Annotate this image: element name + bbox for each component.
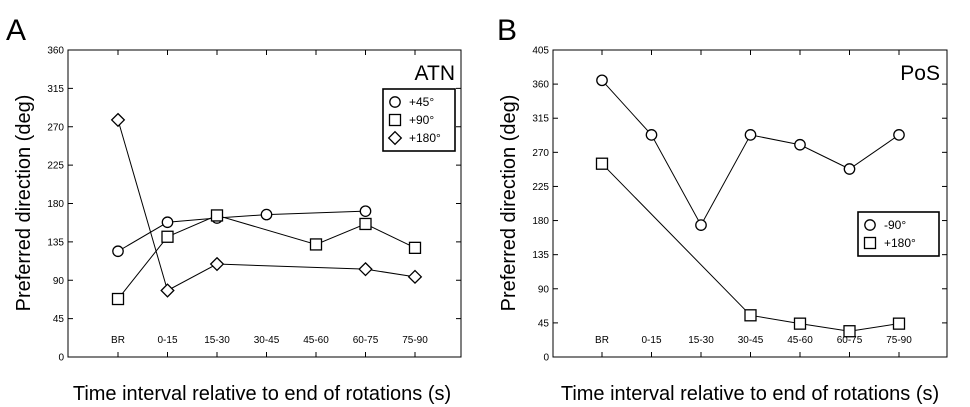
panel-a: A 0 45 90 135 180 225 270 315 360 BR 0-15 15-30 30-… [6,14,462,405]
y-tick-label: 90 [538,284,550,295]
y-tick-label: 270 [47,122,64,133]
y-tick-label: 315 [532,114,549,125]
y-tick-label: 0 [543,353,549,364]
x-tick-label: 60-75 [837,335,863,346]
panel-letter-a: A [6,14,26,47]
x-tick-label: 15-30 [204,335,230,346]
series-line-circle [601,79,900,227]
legend-marker-diamond [387,130,403,146]
data-point-circle [893,129,905,141]
legend-label: -90° [884,218,906,232]
x-tick-label: 30-45 [738,335,764,346]
data-point-circle [161,216,174,229]
data-point-circle [744,129,757,141]
data-point-square [744,309,757,322]
x-tick-label: BR [595,335,609,346]
y-tick-label: 225 [47,161,64,172]
y-tick-label: 225 [532,182,549,193]
data-point-diamond [209,256,225,272]
y-axis-label-a: Preferred direction (deg) [13,95,35,312]
x-tick-label: 60-75 [353,335,379,346]
series-line-diamond [117,119,416,292]
y-axis-a: 0 45 90 135 180 225 270 315 360 [47,46,461,364]
plot-area-a [110,112,423,306]
x-axis-label-a: Time interval relative to end of rotatio… [73,383,451,405]
data-point-circle [359,205,372,218]
data-point-square [359,217,372,231]
data-point-square [161,230,174,243]
x-tick-label: 0-15 [157,335,177,346]
x-tick-label: BR [111,335,125,346]
panel-b: B 0 45 90 135 180 225 270 315 360 405 BR 0-15 15-30… [497,14,948,405]
data-point-square [210,209,224,222]
data-point-circle [794,138,806,151]
data-point-diamond [407,269,423,285]
plot-area-b [595,74,906,338]
y-tick-label: 405 [532,46,549,57]
data-point-diamond [110,112,126,128]
panel-letter-b: B [497,14,517,47]
series-line-square [117,214,416,300]
y-tick-label: 270 [532,148,549,159]
y-tick-label: 90 [53,276,65,287]
legend-b: -90° +180° [857,211,940,257]
series-line-square [601,163,900,332]
x-tick-label: 45-60 [787,335,813,346]
y-tick-label: 180 [47,199,64,210]
data-point-circle [260,208,273,221]
data-point-square [595,157,609,170]
legend-label: +180° [409,131,441,145]
data-point-circle [843,163,856,175]
data-point-circle [695,219,707,231]
region-label-pos: PoS [900,62,940,85]
data-point-diamond [358,261,373,277]
legend-label: +90° [409,113,434,127]
x-axis-b: BR 0-15 15-30 30-45 45-60 60-75 75-90 [595,50,912,357]
series-line-circle [117,210,366,252]
x-tick-label: 30-45 [254,335,280,346]
data-point-diamond [160,283,175,298]
y-tick-label: 180 [532,216,549,227]
region-label-atn: ATN [415,62,455,85]
legend-marker-square [863,236,877,250]
x-tick-label: 15-30 [688,335,714,346]
y-tick-label: 135 [47,237,64,248]
x-tick-label: 45-60 [303,335,329,346]
y-tick-label: 0 [58,353,64,364]
data-point-square [793,317,807,330]
legend-marker-circle [389,96,401,108]
legend-label: +45° [409,95,434,109]
data-point-square [309,238,323,251]
legend-a: +45° +90° +180° [382,88,456,152]
x-tick-label: 75-90 [402,335,428,346]
legend-marker-circle [864,219,876,231]
y-tick-label: 135 [532,250,549,261]
data-point-circle [112,245,124,258]
x-tick-label: 0-15 [641,335,661,346]
y-tick-label: 315 [47,84,64,95]
y-tick-label: 360 [532,80,549,91]
data-point-square [892,317,906,330]
x-axis-label-b: Time interval relative to end of rotatio… [561,383,939,405]
legend-label: +180° [884,236,916,250]
x-axis-a: BR 0-15 15-30 30-45 45-60 60-75 75-90 [111,50,428,357]
x-tick-label: 75-90 [886,335,912,346]
y-tick-label: 360 [47,46,64,57]
y-tick-label: 45 [53,314,65,325]
data-point-square [111,292,125,306]
y-tick-label: 45 [538,318,550,329]
legend-marker-square [388,113,402,127]
data-point-square [843,325,856,338]
y-axis-label-b: Preferred direction (deg) [498,95,520,312]
data-point-square [408,241,422,254]
data-point-circle [645,129,658,141]
y-axis-b: 0 45 90 135 180 225 270 315 360 405 [532,46,947,364]
data-point-circle [596,74,608,87]
